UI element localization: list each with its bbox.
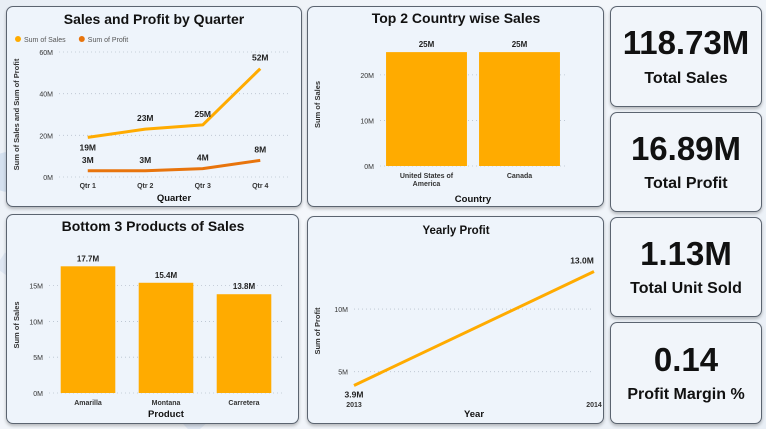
- x-axis-label: Quarter: [157, 193, 192, 204]
- bar: [386, 52, 467, 166]
- x-tick-label: Qtr 3: [195, 183, 211, 190]
- x-tick-label: Montana: [152, 400, 181, 407]
- series-line: [87, 67, 262, 139]
- legend-entry: Sum of Profit: [88, 37, 129, 44]
- y-tick-label: 0M: [364, 164, 374, 171]
- data-label: 3.9M: [345, 389, 364, 399]
- data-label: 8M: [254, 144, 266, 154]
- x-tick-label: United States of: [400, 173, 454, 180]
- sales-profit-quarter-chart: Sales and Profit by Quarter 0M 20M 40M 60M Su…: [12, 11, 289, 204]
- y-axis-label: Sum of Sales: [313, 81, 322, 128]
- bar: [479, 52, 560, 166]
- sales-profit-quarter-card: Sales and Profit by Quarter 0M 20M 40M 60M Su…: [6, 6, 302, 207]
- bottom-products-card: Bottom 3 Products of Sales 0M 5M 10M 15M Sum …: [6, 214, 299, 424]
- y-axis-label: Sum of Profit: [313, 307, 322, 355]
- x-tick-label: Canada: [507, 173, 532, 180]
- data-label: 52M: [252, 53, 269, 63]
- country-sales-chart: Top 2 Country wise Sales 0M 10M 20M Sum of S…: [313, 10, 566, 205]
- data-label: 19M: [79, 142, 96, 152]
- y-tick-label: 0M: [43, 175, 53, 182]
- legend-marker: [78, 36, 85, 42]
- legend-marker: [15, 36, 21, 42]
- data-label: 25M: [512, 40, 528, 49]
- kpi-label: Profit Margin %: [627, 386, 745, 404]
- data-label: 3M: [82, 155, 94, 165]
- bar: [60, 266, 116, 393]
- y-tick-label: 40M: [39, 92, 53, 99]
- y-tick-label: 20M: [39, 133, 53, 140]
- series-line: [353, 270, 595, 387]
- y-tick-label: 10M: [334, 307, 348, 314]
- data-label: 25M: [194, 109, 211, 119]
- data-label: 17.7M: [77, 254, 100, 263]
- data-label: 13.0M: [570, 256, 594, 266]
- series-line: [87, 158, 261, 173]
- x-tick-label: Qtr 4: [252, 183, 268, 190]
- x-axis-label: Country: [455, 194, 492, 205]
- yearly-profit-card: Yearly Profit 5M 10M Sum of Profit Year 2013 2…: [307, 216, 604, 424]
- kpi-label: Total Profit: [644, 175, 728, 193]
- x-tick-label: 2014: [586, 402, 602, 409]
- chart-title: Top 2 Country wise Sales: [372, 10, 541, 26]
- y-tick-label: 5M: [33, 355, 43, 362]
- y-tick-label: 10M: [29, 319, 43, 326]
- chart-title: Sales and Profit by Quarter: [64, 11, 245, 27]
- legend-entry: Sum of Sales: [24, 37, 66, 44]
- data-label: 4M: [197, 153, 209, 163]
- chart-title: Bottom 3 Products of Sales: [62, 218, 245, 234]
- data-label: 15.4M: [155, 271, 178, 280]
- kpi-value: 118.73M: [622, 24, 750, 62]
- data-label: 13.8M: [233, 282, 256, 291]
- bar: [138, 282, 194, 393]
- x-axis-label: Year: [464, 409, 484, 420]
- y-tick-label: 15M: [29, 284, 43, 291]
- x-tick-label: Amarilla: [74, 400, 102, 407]
- bar: [216, 294, 272, 393]
- y-axis-label: Sum of Sales and Sum of Profit: [12, 58, 21, 170]
- y-tick-label: 5M: [338, 370, 348, 377]
- country-sales-card: Top 2 Country wise Sales 0M 10M 20M Sum of S…: [307, 6, 604, 207]
- x-tick-label: 2013: [346, 402, 362, 409]
- kpi-profit-margin: 0.14 Profit Margin %: [610, 322, 762, 424]
- x-tick-label: Qtr 1: [80, 183, 96, 190]
- x-tick-label: Carretera: [228, 400, 259, 407]
- x-tick-label: Qtr 2: [137, 183, 153, 190]
- y-tick-label: 60M: [39, 50, 53, 57]
- chart-title: Yearly Profit: [422, 225, 489, 237]
- y-tick-label: 20M: [360, 73, 374, 80]
- kpi-total-profit: 16.89M Total Profit: [610, 112, 762, 212]
- x-axis-label: Product: [148, 409, 185, 420]
- data-label: 25M: [419, 40, 435, 49]
- kpi-value: 0.14: [653, 340, 719, 378]
- kpi-value: 16.89M: [630, 129, 742, 167]
- yearly-profit-chart: Yearly Profit 5M 10M Sum of Profit Year 2013 2…: [313, 225, 602, 420]
- bottom-products-chart: Bottom 3 Products of Sales 0M 5M 10M 15M Sum …: [12, 218, 283, 420]
- data-label: 23M: [137, 113, 154, 123]
- kpi-label: Total Sales: [644, 69, 728, 87]
- x-tick-label: America: [413, 181, 441, 188]
- data-label: 3M: [139, 155, 151, 165]
- kpi-value: 1.13M: [640, 234, 732, 272]
- kpi-label: Total Unit Sold: [630, 280, 742, 298]
- y-tick-label: 10M: [360, 118, 374, 125]
- y-axis-label: Sum of Sales: [12, 301, 21, 348]
- kpi-total-unit-sold: 1.13M Total Unit Sold: [610, 217, 762, 317]
- y-tick-label: 0M: [33, 391, 43, 398]
- kpi-total-sales: 118.73M Total Sales: [610, 6, 762, 107]
